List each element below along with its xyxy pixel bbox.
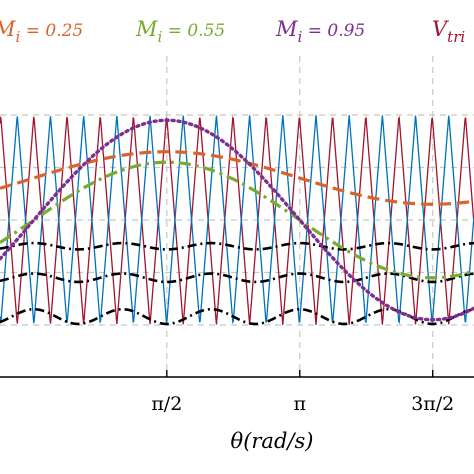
legend-entry-0: Mi = 0.25	[0, 17, 83, 46]
x-axis-label: θ(rad/s)	[231, 429, 314, 453]
legend-entry-3: Vtri	[432, 17, 465, 46]
legend-entry-1: Mi = 0.55	[135, 17, 225, 46]
series-black-dashdot-6	[0, 272, 474, 284]
x-tick-labels: π/2 π 3π/2	[151, 393, 454, 415]
legend: Mi = 0.25 Mi = 0.55 Mi = 0.95 Vtri	[0, 17, 465, 46]
series-mi-0-55	[0, 160, 474, 280]
series-black-dashdot-5	[0, 241, 474, 251]
x-tick-label-2: 3π/2	[411, 393, 454, 415]
x-tick-label-1: π	[294, 393, 307, 415]
series-mi-0-25	[0, 150, 474, 206]
gridlines	[0, 56, 474, 377]
x-tick-marks	[166, 370, 434, 377]
series-triangle-4	[0, 114, 474, 325]
series-vtri	[0, 115, 474, 326]
legend-entry-2: Mi = 0.95	[275, 17, 365, 46]
x-tick-label-0: π/2	[151, 393, 182, 415]
series-black-dashdot-7	[0, 307, 474, 326]
series-mi-0-95	[0, 118, 474, 322]
series-layer	[0, 114, 474, 326]
